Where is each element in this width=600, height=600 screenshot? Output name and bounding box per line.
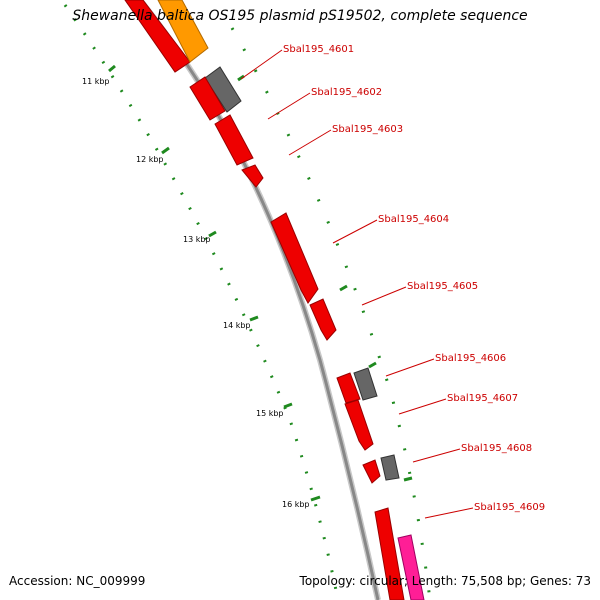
feature-small-arrow[interactable] xyxy=(241,164,264,188)
feature-red-4606a[interactable] xyxy=(336,372,361,404)
kbp-label-15: 15 kbp xyxy=(256,409,284,418)
gene-label-4602[interactable]: Sbal195_4602 xyxy=(311,87,382,98)
feature-pink-bottom[interactable] xyxy=(397,534,425,600)
gene-label-4608[interactable]: Sbal195_4608 xyxy=(461,443,532,454)
gene-label-4607[interactable]: Sbal195_4607 xyxy=(447,393,518,404)
feature-red-4608a[interactable] xyxy=(362,459,381,484)
accession-text: Accession: NC_009999 xyxy=(9,574,146,588)
feature-sbal195-4607[interactable] xyxy=(344,399,374,451)
gene-label-4606[interactable]: Sbal195_4606 xyxy=(435,353,506,364)
gene-label-4609[interactable]: Sbal195_4609 xyxy=(474,502,545,513)
kbp-label-11: 11 kbp xyxy=(82,77,110,86)
gene-label-4601[interactable]: Sbal195_4601 xyxy=(283,44,354,55)
kbp-label-12: 12 kbp xyxy=(136,155,164,164)
gene-label-4603[interactable]: Sbal195_4603 xyxy=(332,124,403,135)
topology-summary: Topology: circular; Length: 75,508 bp; G… xyxy=(299,574,591,588)
gene-label-4605[interactable]: Sbal195_4605 xyxy=(407,281,478,292)
features xyxy=(124,0,425,600)
feature-sbal195-4605[interactable] xyxy=(309,298,337,341)
inner-scale-ring xyxy=(63,4,340,600)
gene-label-4604[interactable]: Sbal195_4604 xyxy=(378,214,449,225)
outer-scale-ring xyxy=(230,27,432,600)
leader-lines xyxy=(240,49,474,519)
map-title: Shewanella baltica OS195 plasmid pS19502… xyxy=(72,8,528,24)
kbp-label-13: 13 kbp xyxy=(183,235,211,244)
feature-sbal195-4606[interactable] xyxy=(353,367,378,401)
feature-orange-top[interactable] xyxy=(157,0,209,63)
feature-sbal195-4603[interactable] xyxy=(214,114,254,166)
feature-sbal195-4602[interactable] xyxy=(189,76,226,121)
feature-sbal195-4601[interactable] xyxy=(204,66,242,113)
kbp-label-14: 14 kbp xyxy=(223,321,251,330)
feature-sbal195-4608[interactable] xyxy=(380,454,400,481)
kbp-ticks xyxy=(108,64,413,502)
kbp-label-16: 16 kbp xyxy=(282,500,310,509)
feature-sbal195-4604[interactable] xyxy=(270,212,319,304)
feature-sbal195-4609[interactable] xyxy=(374,507,405,600)
